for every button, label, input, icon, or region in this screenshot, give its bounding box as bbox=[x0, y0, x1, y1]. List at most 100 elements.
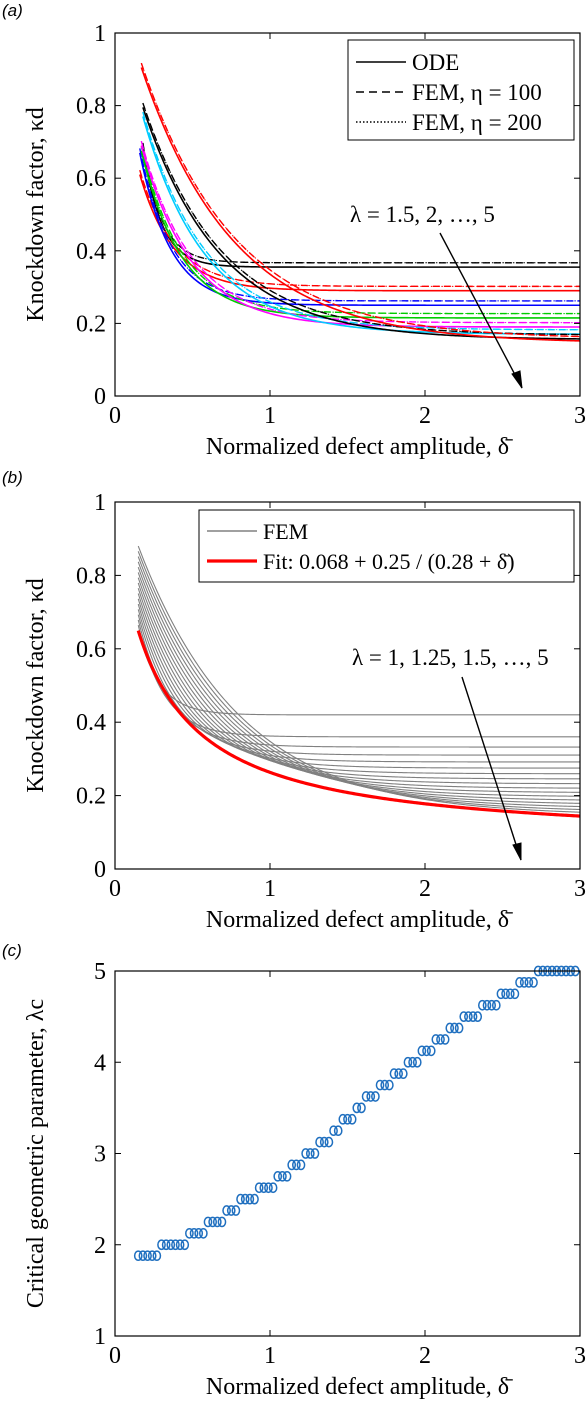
data-point bbox=[529, 977, 538, 988]
data-point bbox=[217, 1216, 227, 1228]
data-point bbox=[445, 1022, 455, 1034]
y-tick-label: 0 bbox=[94, 857, 106, 883]
data-point bbox=[454, 1022, 464, 1034]
data-point bbox=[501, 988, 510, 1000]
data-point bbox=[524, 977, 534, 988]
data-point bbox=[278, 1170, 287, 1182]
data-point bbox=[324, 1136, 334, 1148]
data-point bbox=[366, 1091, 376, 1102]
fem-dashed-line-lambda-3.5 bbox=[140, 140, 580, 324]
data-point bbox=[329, 1125, 338, 1137]
y-tick-label: 0 bbox=[94, 384, 106, 410]
data-point bbox=[175, 1239, 185, 1251]
fem-line-lambda-2.75 bbox=[137, 593, 580, 780]
fem-line-lambda-4.75 bbox=[137, 551, 580, 811]
data-point bbox=[505, 988, 515, 1000]
y-tick-label: 1 bbox=[94, 21, 106, 47]
annotation-arrowhead bbox=[512, 842, 522, 861]
y-tick-label: 5 bbox=[94, 959, 106, 985]
data-point bbox=[296, 1159, 306, 1171]
data-point bbox=[301, 1148, 310, 1159]
y-tick-label: 0.2 bbox=[76, 784, 106, 810]
data-point bbox=[245, 1193, 255, 1205]
data-point bbox=[496, 988, 506, 1000]
fem-line-lambda-1 bbox=[137, 630, 580, 716]
x-tick-label: 3 bbox=[574, 1343, 586, 1369]
data-point bbox=[305, 1148, 315, 1159]
data-point bbox=[319, 1136, 329, 1148]
data-point bbox=[185, 1227, 194, 1239]
x-tick-label: 3 bbox=[574, 876, 586, 902]
data-point bbox=[152, 1250, 162, 1262]
data-point bbox=[208, 1216, 217, 1228]
data-point bbox=[347, 1113, 357, 1125]
data-point bbox=[333, 1125, 343, 1137]
panel-b: (b) 0 1 2 3 0 0.2 0.4 0.6 0.8 1 Normalized defect a… bbox=[2, 468, 586, 933]
data-point bbox=[491, 999, 501, 1011]
y-tick-label: 0.8 bbox=[76, 563, 106, 589]
y-tick-label: 3 bbox=[94, 1142, 106, 1168]
y-tick-label: 0.8 bbox=[76, 94, 106, 120]
x-tick-label: 3 bbox=[574, 403, 586, 429]
data-point bbox=[361, 1091, 371, 1102]
data-point bbox=[403, 1056, 413, 1068]
data-point bbox=[357, 1102, 366, 1114]
y-tick-label: 0.6 bbox=[76, 637, 106, 663]
x-tick-label: 0 bbox=[109, 1343, 121, 1369]
fem-dashed-line-lambda-2 bbox=[139, 170, 580, 288]
data-point bbox=[473, 1011, 483, 1022]
data-point bbox=[240, 1193, 250, 1205]
data-point bbox=[389, 1068, 399, 1080]
fem-line-lambda-2.5 bbox=[137, 598, 580, 775]
data-point bbox=[310, 1148, 320, 1159]
data-point bbox=[510, 988, 520, 1000]
data-point bbox=[231, 1205, 241, 1216]
y-tick-label: 1 bbox=[94, 490, 106, 516]
legend-label: FEM bbox=[263, 519, 308, 544]
data-point bbox=[138, 1250, 148, 1262]
ode-line-lambda-1.5 bbox=[142, 147, 580, 268]
series-group bbox=[139, 62, 580, 342]
fem-line-lambda-3.5 bbox=[137, 577, 580, 793]
data-point bbox=[226, 1205, 236, 1216]
x-tick-label: 2 bbox=[419, 1343, 431, 1369]
x-axis-label: Normalized defect amplitude, δ̄ bbox=[206, 1374, 513, 1400]
x-tick-label: 1 bbox=[264, 1343, 276, 1369]
legend-label: FEM, η = 200 bbox=[412, 110, 542, 135]
y-tick-label: 0.4 bbox=[76, 710, 106, 736]
y-axis-label: Critical geometric parameter, λc bbox=[23, 999, 49, 1308]
data-point bbox=[236, 1193, 245, 1205]
x-axis-label: Normalized defect amplitude, δ̄ bbox=[206, 907, 513, 933]
data-point bbox=[133, 1250, 143, 1262]
data-point bbox=[426, 1045, 436, 1057]
panel-label: (c) bbox=[2, 941, 22, 960]
data-point bbox=[380, 1079, 390, 1091]
fem-line-lambda-3 bbox=[137, 588, 580, 785]
panel-a: (a) 0 1 2 3 0 0.2 0.4 0.6 0.8 1 Normalized defect a… bbox=[2, 1, 586, 460]
data-point bbox=[292, 1159, 301, 1171]
fem-dotted-line-lambda-2 bbox=[139, 170, 580, 287]
data-point bbox=[166, 1239, 176, 1251]
legend-label: Fit: 0.068 + 0.25 / (0.28 + δ̄) bbox=[263, 549, 515, 574]
fem-line-lambda-1.75 bbox=[137, 614, 580, 756]
x-tick-label: 0 bbox=[109, 876, 121, 902]
panel-label: (b) bbox=[2, 468, 23, 487]
data-point bbox=[147, 1250, 157, 1262]
annotation-arrowhead bbox=[511, 370, 523, 389]
legend-box bbox=[347, 39, 575, 141]
x-tick-label: 0 bbox=[109, 403, 121, 429]
plot-frame bbox=[114, 970, 581, 1337]
data-point bbox=[171, 1239, 180, 1251]
data-point bbox=[478, 999, 487, 1011]
y-tick-label: 4 bbox=[94, 1050, 106, 1076]
ode-line-lambda-2.5 bbox=[139, 152, 580, 307]
data-point bbox=[287, 1159, 297, 1171]
data-point bbox=[450, 1022, 459, 1034]
plot-frame bbox=[114, 501, 581, 870]
data-point bbox=[398, 1068, 408, 1080]
fem-dotted-line-lambda-2.5 bbox=[139, 148, 580, 302]
x-axis-label: Normalized defect amplitude, δ̄ bbox=[206, 434, 513, 460]
x-tick-label: 1 bbox=[264, 876, 276, 902]
fem-line-lambda-1.25 bbox=[137, 625, 580, 738]
data-point bbox=[371, 1091, 380, 1102]
